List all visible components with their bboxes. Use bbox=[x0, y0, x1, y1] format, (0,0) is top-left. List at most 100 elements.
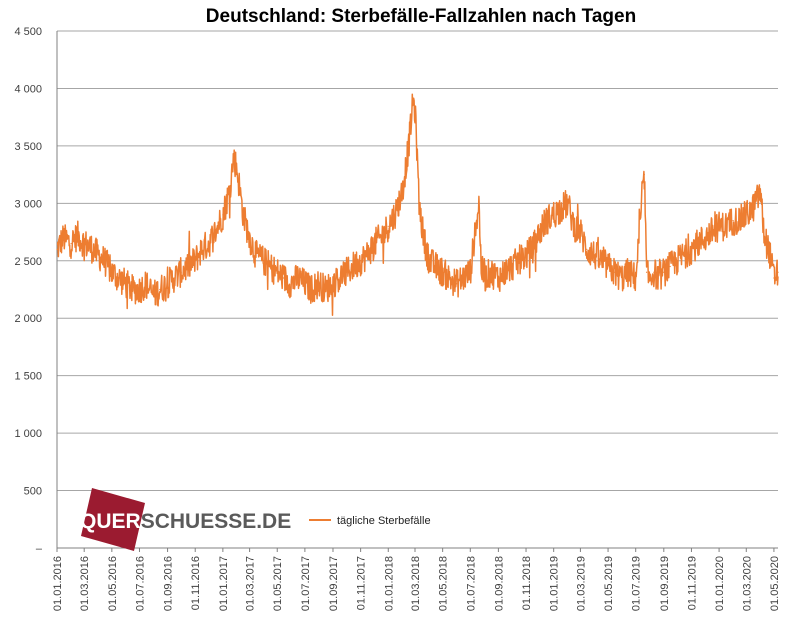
data-point bbox=[539, 231, 541, 233]
gridlines bbox=[56, 30, 778, 549]
data-point bbox=[621, 277, 623, 279]
x-tick-label: 01.09.2016 bbox=[163, 556, 175, 611]
x-tick-label: 01.07.2018 bbox=[465, 556, 477, 611]
data-point bbox=[593, 254, 596, 256]
y-tick-label: 2 000 bbox=[14, 313, 42, 325]
data-point bbox=[345, 271, 348, 273]
y-tick-label: 1 500 bbox=[14, 371, 42, 383]
data-point bbox=[676, 260, 678, 262]
data-point bbox=[117, 277, 119, 279]
data-point bbox=[222, 214, 224, 216]
x-tick-label: 01.01.2019 bbox=[549, 556, 561, 611]
data-point bbox=[653, 271, 655, 273]
data-point bbox=[607, 265, 609, 268]
data-point bbox=[545, 219, 547, 222]
x-tick-label: 01.03.2020 bbox=[741, 556, 753, 611]
x-tick-label: 01.03.2017 bbox=[245, 556, 257, 611]
chart-title: Deutschland: Sterbefälle-Fallzahlen nach… bbox=[206, 6, 636, 27]
data-point bbox=[166, 283, 169, 285]
x-tick-label: 01.11.2019 bbox=[686, 556, 698, 610]
x-tick-label: 01.03.2019 bbox=[575, 556, 587, 611]
logo: QUERSCHUESSE.DE bbox=[80, 488, 291, 551]
data-point bbox=[310, 288, 312, 291]
data-point bbox=[627, 271, 630, 273]
data-point bbox=[62, 237, 64, 239]
data-point bbox=[600, 260, 602, 262]
x-tick-label: 01.01.2017 bbox=[218, 556, 230, 611]
x-tick-label: 01.05.2017 bbox=[272, 556, 284, 611]
x-tick-label: 01.09.2018 bbox=[493, 556, 505, 611]
data-point bbox=[663, 271, 665, 273]
data-point bbox=[173, 277, 175, 279]
data-point bbox=[456, 283, 458, 285]
data-point bbox=[448, 277, 450, 279]
data-point bbox=[401, 191, 403, 193]
data-point bbox=[276, 271, 278, 273]
data-point bbox=[83, 242, 85, 245]
data-point bbox=[423, 237, 425, 239]
data-point bbox=[531, 248, 533, 250]
series-layer bbox=[56, 93, 779, 316]
data-point bbox=[442, 271, 444, 273]
data-point bbox=[414, 110, 416, 113]
y-tick-label: 3 500 bbox=[14, 141, 42, 153]
data-point bbox=[194, 260, 196, 262]
data-point bbox=[418, 202, 420, 204]
x-tick-label: 01.11.2018 bbox=[521, 556, 533, 610]
x-tick-label: 01.03.2018 bbox=[410, 556, 422, 611]
data-point bbox=[773, 277, 775, 279]
data-point bbox=[586, 248, 588, 250]
data-point bbox=[480, 265, 482, 268]
x-tick-label: 01.09.2019 bbox=[659, 556, 671, 611]
x-tick-label: 01.05.2018 bbox=[438, 556, 450, 611]
y-tick-label: 2 500 bbox=[14, 256, 42, 268]
data-point bbox=[360, 260, 362, 262]
x-tick-label: 01.05.2016 bbox=[107, 556, 119, 611]
data-point bbox=[373, 242, 375, 245]
data-point bbox=[738, 219, 741, 222]
data-point bbox=[318, 283, 320, 285]
data-point bbox=[103, 260, 106, 262]
data-point bbox=[332, 283, 334, 285]
data-point bbox=[669, 265, 671, 268]
data-point bbox=[338, 277, 340, 279]
data-point bbox=[76, 234, 78, 237]
data-point bbox=[145, 283, 147, 285]
data-point bbox=[469, 271, 471, 273]
data-point bbox=[635, 277, 637, 279]
data-point bbox=[645, 271, 648, 273]
data-point bbox=[724, 225, 727, 227]
data-point bbox=[710, 231, 712, 233]
x-tick-label: 01.11.2017 bbox=[356, 556, 368, 610]
data-point bbox=[290, 283, 292, 285]
data-point bbox=[263, 260, 265, 262]
data-point bbox=[490, 271, 492, 273]
data-point bbox=[233, 156, 235, 158]
data-point bbox=[131, 288, 133, 291]
data-point bbox=[236, 168, 238, 170]
data-point bbox=[125, 283, 127, 285]
logo-red-square bbox=[81, 488, 145, 551]
data-point bbox=[70, 242, 72, 245]
x-tick-label: 01.11.2016 bbox=[190, 556, 202, 610]
data-point bbox=[208, 242, 210, 245]
data-point bbox=[228, 191, 230, 193]
data-point bbox=[152, 294, 155, 296]
data-point bbox=[416, 145, 418, 147]
y-tick-label: 4 500 bbox=[14, 26, 42, 38]
y-axis-ticks: – 500 1 000 1 500 2 000 2 500 3 000 3 500 4 000 4… bbox=[14, 26, 42, 555]
data-point bbox=[768, 248, 770, 250]
data-point bbox=[745, 214, 747, 216]
data-point bbox=[56, 248, 58, 250]
logo-text-quer: QUER bbox=[80, 510, 141, 533]
data-point bbox=[180, 271, 182, 273]
x-tick-label: 01.07.2019 bbox=[631, 556, 643, 611]
data-point bbox=[473, 237, 475, 239]
x-tick-label: 01.07.2017 bbox=[300, 556, 312, 611]
data-point bbox=[559, 208, 561, 210]
data-point bbox=[777, 271, 779, 273]
data-point bbox=[159, 288, 161, 291]
data-point bbox=[573, 225, 575, 227]
data-point bbox=[752, 208, 754, 210]
legend-label: tägliche Sterbefälle bbox=[337, 515, 431, 527]
